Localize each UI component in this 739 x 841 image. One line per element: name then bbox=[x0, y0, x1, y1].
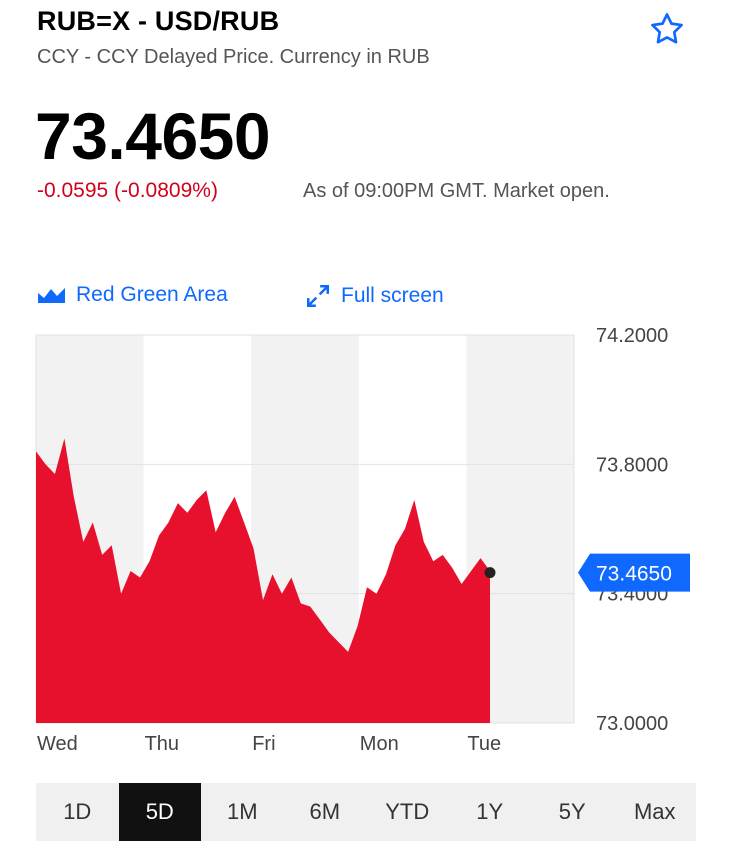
chart-type-label: Red Green Area bbox=[76, 283, 228, 306]
full-screen-button[interactable]: Full screen bbox=[305, 283, 444, 309]
x-tick-label: Mon bbox=[360, 733, 399, 755]
current-price-label-text: 73.4650 bbox=[596, 563, 672, 586]
range-6m[interactable]: 6M bbox=[309, 799, 341, 824]
x-tick-label: Fri bbox=[252, 733, 275, 755]
last-price-dot bbox=[484, 567, 496, 579]
expand-icon bbox=[307, 285, 329, 307]
range-5d[interactable]: 5D bbox=[118, 783, 201, 841]
x-tick-label: Tue bbox=[467, 733, 501, 755]
range-selector: 1D 5D 1M 6M YTD 1Y 5Y Max bbox=[36, 783, 696, 841]
page-title: RUB=X - USD/RUB bbox=[37, 6, 280, 36]
y-tick-label: 74.2000 bbox=[596, 325, 668, 347]
y-tick-label: 73.8000 bbox=[596, 454, 668, 476]
star-icon[interactable] bbox=[648, 10, 686, 48]
range-ytd[interactable]: YTD bbox=[385, 799, 430, 824]
range-1d[interactable]: 1D bbox=[63, 799, 92, 824]
full-screen-label: Full screen bbox=[341, 284, 444, 307]
quote-subtitle: CCY - CCY Delayed Price. Currency in RUB bbox=[37, 46, 430, 68]
area-chart-icon bbox=[38, 288, 65, 303]
range-1y[interactable]: 1Y bbox=[476, 799, 504, 824]
price-change: -0.0595 (-0.0809%) bbox=[37, 179, 218, 202]
y-tick-label: 73.0000 bbox=[596, 713, 668, 735]
chart-type-button[interactable]: Red Green Area bbox=[37, 283, 228, 307]
x-tick-label: Wed bbox=[37, 733, 78, 755]
price-area bbox=[36, 438, 490, 723]
current-price-label: 73.4650 bbox=[578, 553, 690, 592]
x-tick-label: Thu bbox=[145, 733, 179, 755]
range-5y[interactable]: 5Y bbox=[558, 799, 586, 824]
range-1m[interactable]: 1M bbox=[226, 799, 258, 824]
range-max[interactable]: Max bbox=[633, 799, 676, 824]
as-of-time: As of 09:00PM GMT. Market open. bbox=[303, 180, 610, 202]
current-price: 73.4650 bbox=[35, 99, 271, 173]
